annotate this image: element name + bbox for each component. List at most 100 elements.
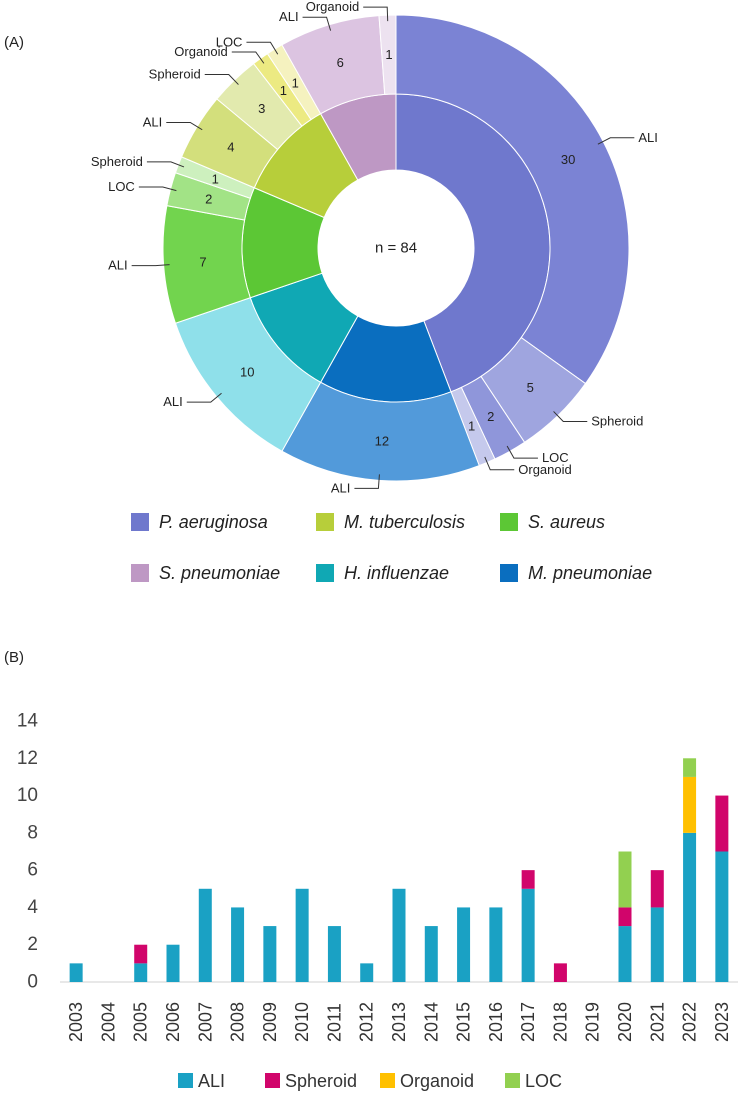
bar-ali-2010 — [295, 888, 309, 982]
bar-legend-swatch-loc — [505, 1073, 520, 1088]
outer-value-m-tuberculosis-spheroid: 3 — [258, 101, 265, 116]
outer-value-m-tuberculosis-ali: 4 — [227, 140, 234, 155]
outer-model-label-p-aeruginosa-spheroid: Spheroid — [591, 413, 643, 428]
sunburst-chart: 30ALI5Spheroid2LOC1Organoid12ALI10ALI7AL… — [91, 0, 658, 495]
bar-ali-2006 — [166, 944, 180, 982]
bar-ali-2008 — [231, 907, 245, 982]
x-tick-label-2008: 2008 — [228, 1002, 248, 1042]
bar-loc-2022 — [683, 758, 697, 777]
bar-legend-swatch-spheroid — [265, 1073, 280, 1088]
leader-line-m-tuberculosis-loc — [246, 41, 279, 55]
outer-model-label-m-pneumoniae-ali: ALI — [331, 480, 351, 495]
x-tick-label-2014: 2014 — [421, 1002, 441, 1042]
legend-swatch-p-aeruginosa — [131, 513, 149, 531]
bar-loc-2020 — [618, 851, 632, 908]
leader-line-s-aureus-loc — [138, 186, 177, 192]
legend-swatch-s-pneumoniae — [131, 564, 149, 582]
outer-value-m-pneumoniae-ali: 12 — [375, 433, 389, 448]
center-label: n = 84 — [375, 240, 417, 257]
y-tick-label-14: 14 — [17, 711, 39, 732]
bar-ali-2009 — [263, 926, 277, 982]
legend-swatch-s-aureus — [500, 513, 518, 531]
legend-label-h-influenzae: H. influenzae — [344, 563, 449, 583]
x-tick-label-2003: 2003 — [66, 1002, 86, 1042]
x-tick-label-2012: 2012 — [357, 1002, 377, 1042]
x-tick-label-2021: 2021 — [647, 1002, 667, 1042]
legend-label-s-aureus: S. aureus — [528, 512, 605, 532]
legend-swatch-m-tuberculosis — [316, 513, 334, 531]
outer-value-m-tuberculosis-loc: 1 — [292, 75, 299, 90]
outer-model-label-h-influenzae-ali: ALI — [163, 394, 183, 409]
bar-spheroid-2018 — [553, 963, 567, 982]
bar-legend-swatch-organoid — [380, 1073, 395, 1088]
legend-label-p-aeruginosa: P. aeruginosa — [159, 512, 268, 532]
leader-line-p-aeruginosa-spheroid — [553, 411, 588, 422]
bar-spheroid-2005 — [134, 944, 148, 964]
leader-line-m-tuberculosis-organoid — [231, 51, 265, 64]
x-tick-label-2018: 2018 — [550, 1002, 570, 1042]
x-tick-label-2004: 2004 — [98, 1002, 118, 1042]
outer-model-label-m-tuberculosis-ali: ALI — [143, 114, 163, 129]
x-tick-label-2020: 2020 — [615, 1002, 635, 1042]
bar-ali-2012 — [360, 963, 374, 982]
bar-spheroid-2020 — [618, 907, 632, 927]
bar-ali-2014 — [424, 926, 438, 982]
bar-ali-2016 — [489, 907, 503, 982]
bar-legend-label-loc: LOC — [525, 1071, 562, 1091]
panel-a-label: (A) — [4, 34, 24, 51]
bar-ali-2017 — [521, 888, 535, 982]
bar-ali-2023 — [715, 851, 729, 982]
outer-model-label-p-aeruginosa-loc: LOC — [542, 450, 569, 465]
y-tick-label-4: 4 — [27, 897, 38, 918]
outer-model-label-s-aureus-spheroid: Spheroid — [91, 154, 143, 169]
bar-ali-2007 — [198, 888, 212, 982]
leader-line-h-influenzae-ali — [186, 392, 222, 403]
leader-line-p-aeruginosa-organoid — [484, 456, 515, 471]
outer-value-p-aeruginosa-loc: 2 — [487, 409, 494, 424]
outer-model-label-m-tuberculosis-spheroid: Spheroid — [149, 67, 201, 82]
bar-organoid-2022 — [683, 776, 697, 833]
center-hole — [318, 170, 474, 326]
outer-model-label-s-aureus-ali: ALI — [108, 258, 128, 273]
y-tick-label-6: 6 — [27, 860, 38, 881]
outer-value-m-tuberculosis-organoid: 1 — [280, 83, 287, 98]
leader-line-s-aureus-spheroid — [146, 161, 185, 168]
bar-ali-2011 — [327, 926, 341, 982]
outer-model-label-s-pneumoniae-ali: ALI — [279, 9, 299, 24]
leader-line-s-pneumoniae-organoid — [363, 6, 389, 22]
outer-model-label-p-aeruginosa-organoid: Organoid — [518, 462, 571, 477]
bar-spheroid-2017 — [521, 870, 535, 889]
outer-value-h-influenzae-ali: 10 — [240, 364, 254, 379]
x-tick-label-2016: 2016 — [486, 1002, 506, 1042]
outer-value-p-aeruginosa-organoid: 1 — [468, 419, 475, 434]
leader-line-s-pneumoniae-ali — [302, 16, 332, 31]
x-tick-label-2013: 2013 — [389, 1002, 409, 1042]
legend-label-s-pneumoniae: S. pneumoniae — [159, 563, 280, 583]
leader-line-m-pneumoniae-ali — [354, 474, 380, 489]
bar-ali-2003 — [69, 963, 83, 982]
bar-legend-label-spheroid: Spheroid — [285, 1071, 357, 1091]
bar-legend-swatch-ali — [178, 1073, 193, 1088]
y-tick-label-0: 0 — [27, 972, 38, 993]
outer-value-s-aureus-ali: 7 — [199, 255, 206, 270]
x-tick-label-2006: 2006 — [163, 1002, 183, 1042]
x-tick-label-2007: 2007 — [195, 1002, 215, 1042]
bar-ali-2022 — [683, 832, 697, 982]
outer-value-p-aeruginosa-ali: 30 — [561, 152, 575, 167]
outer-value-s-aureus-spheroid: 1 — [212, 171, 219, 186]
sunburst-legend: P. aeruginosa M. tuberculosis S. aureus S. … — [131, 512, 652, 583]
outer-value-s-aureus-loc: 2 — [205, 192, 212, 207]
outer-model-label-s-aureus-loc: LOC — [108, 179, 135, 194]
leader-line-p-aeruginosa-loc — [506, 445, 538, 459]
outer-value-s-pneumoniae-organoid: 1 — [385, 47, 392, 62]
bar-ali-2021 — [650, 907, 664, 982]
x-tick-label-2009: 2009 — [260, 1002, 280, 1042]
legend-label-m-tuberculosis: M. tuberculosis — [344, 512, 465, 532]
leader-line-p-aeruginosa-ali — [597, 137, 635, 145]
panel-b-label: (B) — [4, 649, 24, 666]
leader-line-s-aureus-ali — [131, 264, 170, 267]
bar-spheroid-2023 — [715, 795, 729, 852]
outer-model-label-p-aeruginosa-ali: ALI — [638, 130, 658, 145]
outer-slice-s-pneumoniae-organoid — [378, 14, 397, 95]
